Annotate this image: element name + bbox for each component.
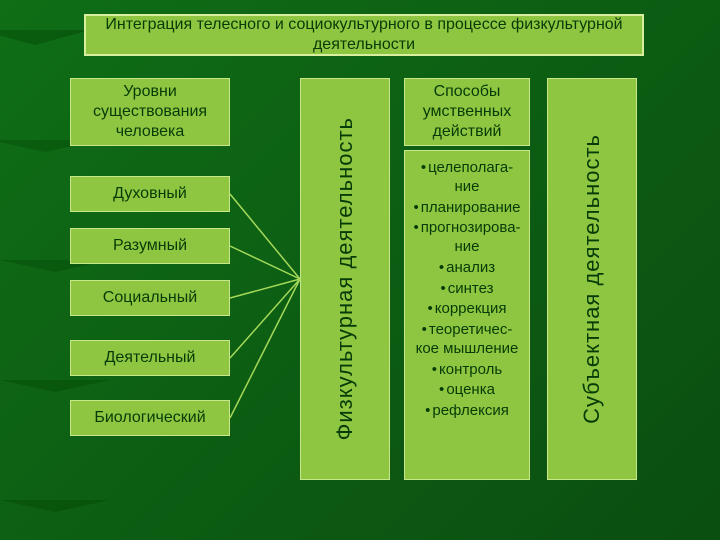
- decoration-triangle: [0, 380, 110, 392]
- level-label: Деятельный: [105, 348, 196, 368]
- phys-activity-box: Физкультурная деятельность: [300, 78, 390, 480]
- level-box-1: Разумный: [70, 228, 230, 264]
- methods-header-text: Способы умственных действий: [411, 82, 523, 142]
- title-box: Интеграция телесного и социокультурного …: [84, 14, 644, 56]
- method-item: оценка: [411, 381, 523, 400]
- methods-header-box: Способы умственных действий: [404, 78, 530, 146]
- methods-list: целеполага-ние планированиепрогнозирова-н…: [411, 159, 523, 423]
- level-label: Разумный: [113, 236, 187, 256]
- method-item: планирование: [411, 199, 523, 218]
- method-item: контроль: [411, 361, 523, 380]
- method-item: синтез: [411, 280, 523, 299]
- method-item: целеполага-ние: [411, 159, 523, 197]
- subj-activity-text: Субъектная деятельность: [578, 134, 606, 424]
- method-item: рефлексия: [411, 402, 523, 421]
- method-item: коррекция: [411, 300, 523, 319]
- method-item: прогнозирова-ние: [411, 219, 523, 257]
- decoration-triangle: [0, 30, 90, 45]
- levels-header-box: Уровни существования человека: [70, 78, 230, 146]
- methods-list-box: целеполага-ние планированиепрогнозирова-н…: [404, 150, 530, 480]
- level-label: Биологический: [94, 408, 205, 428]
- subj-activity-box: Субъектная деятельность: [547, 78, 637, 480]
- level-box-3: Деятельный: [70, 340, 230, 376]
- method-item: анализ: [411, 259, 523, 278]
- level-label: Духовный: [113, 184, 187, 204]
- method-item: теоретичес-кое мышление: [411, 321, 523, 359]
- levels-header-text: Уровни существования человека: [77, 82, 223, 142]
- level-box-0: Духовный: [70, 176, 230, 212]
- phys-activity-text: Физкультурная деятельность: [331, 117, 359, 440]
- level-label: Социальный: [103, 288, 197, 308]
- title-text: Интеграция телесного и социокультурного …: [92, 15, 636, 55]
- decoration-triangle: [0, 500, 110, 512]
- level-box-2: Социальный: [70, 280, 230, 316]
- level-box-4: Биологический: [70, 400, 230, 436]
